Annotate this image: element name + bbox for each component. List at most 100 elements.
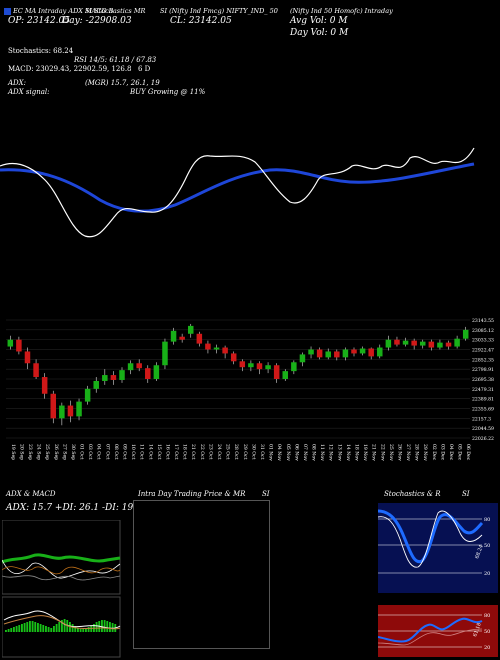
candle-body [394, 339, 400, 345]
intraday-suffix: SI [262, 490, 270, 498]
rsi-tick-80: 80 [484, 613, 490, 619]
macd-hist-bar [87, 627, 90, 632]
macd-hist-bar [47, 627, 50, 632]
date-tick-label: 06 Nov [293, 444, 299, 461]
candle-body [402, 340, 409, 345]
adx-mgr: (MGR) 15.7, 26.1, 19 [85, 79, 160, 87]
date-tick-label: 08 Nov [311, 444, 317, 461]
ma-line [0, 162, 475, 213]
date-tick-label: 08 Oct [113, 444, 119, 460]
candlestick-chart: 23143.55 23085.12 23033.33 22922.47 22852.35… [6, 318, 494, 461]
candle-body [308, 349, 314, 355]
date-tick-label: 22 Oct [199, 444, 205, 460]
macd-hist-bar [79, 629, 82, 632]
header-col4: (Nifty Ind 50 Homofc) Intraday [290, 7, 393, 15]
candle-body [325, 351, 331, 358]
date-tick-label: 28 Nov [414, 444, 420, 461]
stoch-white-line [378, 510, 483, 568]
stoch-title: Stochastics & R [384, 490, 441, 498]
price-tick-label: 23033.33 [472, 338, 494, 344]
date-axis: 19 Sep 20 Sep 23 Sep 24 Sep 25 Sep 26 Sep 27 S… [10, 444, 471, 461]
candle-body [316, 349, 323, 358]
candle-body [377, 347, 383, 357]
date-tick-label: 07 Oct [104, 444, 110, 460]
candle-body [462, 329, 469, 339]
macd-tail: 6 D [138, 65, 151, 73]
date-tick-label: 11 Nov [319, 444, 325, 461]
op-label: OP: 23142.05 [8, 16, 70, 26]
candle-body [110, 375, 117, 380]
date-tick-label: 01 Nov [268, 444, 274, 461]
macd-hist-bar [90, 626, 93, 632]
candle-body [205, 343, 211, 350]
date-tick-label: 06 Dec [465, 444, 471, 461]
candle-body [342, 349, 349, 358]
rsi-blue-line [378, 617, 483, 643]
candle-body [145, 368, 151, 379]
macd-hist-bar [77, 628, 79, 632]
date-tick-label: 05 Nov [285, 444, 291, 461]
candle-body [385, 339, 392, 348]
date-tick-label: 25 Sep [44, 444, 50, 460]
macd-hist-bar [85, 628, 87, 632]
candle-body [119, 370, 125, 380]
candle-body [368, 348, 374, 357]
candle-body [351, 349, 357, 354]
macd-hist-bar [10, 628, 13, 632]
date-tick-label: 17 Oct [173, 444, 179, 460]
adx-gray-line [2, 575, 121, 581]
price-tick-label: 22798.91 [472, 367, 494, 373]
candle-body [76, 401, 82, 417]
date-tick-label: 03 Oct [87, 444, 93, 460]
candle-body [256, 363, 263, 370]
candle-body [445, 342, 452, 347]
rsi-pink-line [378, 628, 483, 646]
price-tick-label: 22157.3 [472, 416, 491, 422]
candle-body [213, 347, 220, 350]
date-tick-label: 21 Nov [371, 444, 377, 461]
macd-hist-bar [61, 620, 63, 632]
macd-hist-bar [82, 629, 85, 632]
price-tick-label: 23143.55 [472, 318, 494, 324]
macd-hist-bar [42, 625, 45, 632]
candle-body [170, 330, 177, 342]
rsi-tick-50: 50 [484, 629, 490, 635]
date-tick-label: 28 Oct [233, 444, 239, 460]
date-tick-label: 10 Oct [130, 444, 136, 460]
macd-value: MACD: 23029.43, 22902.59, 126.8 [8, 65, 132, 73]
date-tick-label: 12 Nov [328, 444, 334, 461]
adx-values: ADX: 15.7 +DI: 26.1 -DI: 19.02 [6, 503, 148, 513]
price-tick-label: 22922.47 [472, 348, 494, 354]
stoch-value-label: 68.24 [474, 544, 485, 560]
macd-hist-bar [23, 623, 26, 632]
date-tick-label: 23 Oct [207, 444, 213, 460]
date-tick-label: 24 Sep [36, 444, 42, 460]
adx-white-line [2, 559, 121, 579]
candle-body [102, 375, 108, 381]
candle-body [334, 351, 340, 358]
date-tick-label: 30 Sep [70, 444, 76, 460]
adx-orange-line [2, 566, 121, 575]
date-tick-label: 18 Oct [182, 444, 188, 460]
date-tick-label: 23 Sep [27, 444, 33, 460]
rsi-value: RSI 14/5: 61.18 / 67.83 [74, 56, 157, 64]
macd-hist-bar [63, 619, 66, 632]
intraday-title: Intra Day Trading Price & MR [138, 490, 246, 498]
date-tick-label: 04 Nov [276, 444, 282, 461]
rsi-tick-20: 20 [484, 645, 490, 651]
candle-body [411, 340, 417, 346]
rsi-value-label: 61.18 [472, 622, 483, 638]
adx-label: ADX: [8, 79, 27, 87]
date-tick-label: 15 Oct [156, 444, 162, 460]
stoch-rsi-panels: 80 50 20 68.24 80 50 20 61.18 [378, 503, 498, 657]
header-legend: EC MA Intraday ADX MACD B [4, 7, 113, 15]
price-ma-chart [0, 147, 475, 238]
macd-hist-bar [111, 623, 114, 632]
macd-hist-bar [103, 620, 106, 632]
stoch-suffix: SI [462, 490, 470, 498]
candle-group [7, 323, 469, 426]
date-tick-label: 01 Oct [79, 444, 85, 460]
candle-body [273, 365, 280, 379]
candle-body [67, 405, 74, 417]
candle-body [16, 339, 22, 352]
